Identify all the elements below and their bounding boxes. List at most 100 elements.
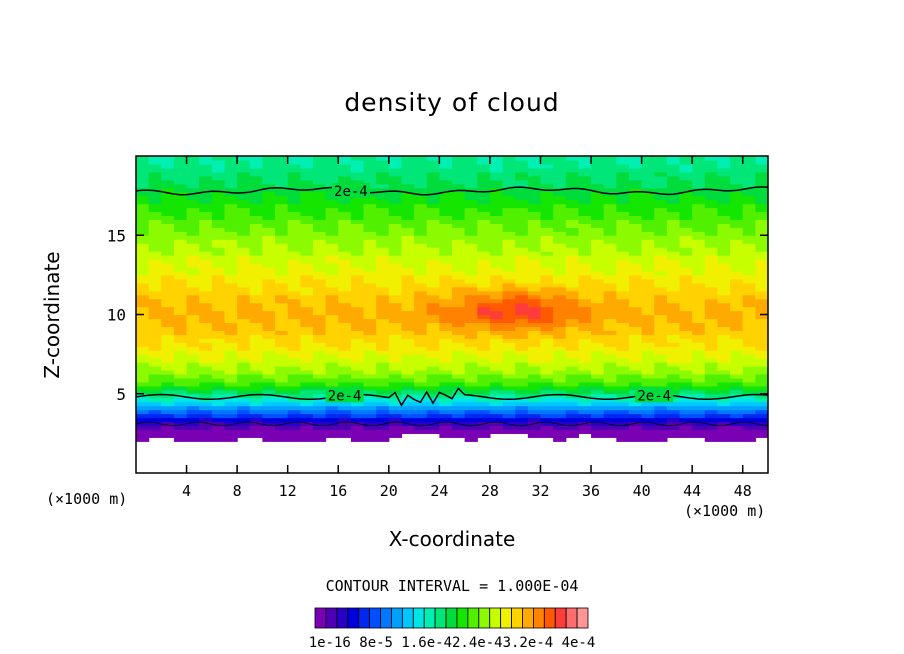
heat-cell — [338, 179, 352, 185]
heat-cell — [452, 405, 466, 411]
heat-cell — [262, 369, 276, 375]
heat-cell — [136, 203, 150, 209]
heat-cell — [540, 330, 554, 335]
heat-cell — [350, 429, 365, 434]
heat-cell — [275, 373, 289, 379]
heat-cell — [186, 219, 200, 224]
heat-cell — [628, 326, 643, 331]
heat-cell — [527, 330, 542, 335]
heat-cell — [287, 314, 301, 320]
heat-cell — [211, 191, 226, 197]
heat-cell — [262, 298, 276, 304]
heat-cell — [452, 294, 466, 300]
heat-cell — [262, 326, 276, 331]
heat-cell — [439, 385, 453, 391]
heat-cell — [237, 239, 251, 244]
heat-cell — [136, 389, 150, 395]
heat-cell — [350, 266, 365, 272]
heat-cell — [325, 429, 339, 434]
heat-cell — [287, 262, 301, 268]
heat-cell — [730, 159, 744, 165]
heat-cell — [312, 163, 327, 169]
heat-cell — [717, 302, 731, 308]
heat-cell — [755, 199, 768, 205]
heat-cell — [148, 314, 162, 320]
heat-cell — [224, 425, 238, 431]
heat-cell — [730, 243, 744, 248]
heat-cell — [704, 211, 719, 217]
heat-cell — [755, 239, 768, 244]
heat-cell — [388, 219, 403, 224]
heat-cell — [489, 203, 504, 209]
heat-cell — [161, 262, 175, 268]
heat-cell — [452, 338, 466, 343]
heat-cell — [186, 235, 200, 240]
heat-cell — [591, 243, 605, 248]
heat-cell — [477, 389, 491, 395]
heat-cell — [401, 270, 415, 276]
heat-cell — [426, 397, 440, 403]
heat-cell — [388, 239, 403, 244]
heat-cell — [527, 326, 542, 331]
heat-cell — [591, 223, 605, 228]
heat-cell — [275, 334, 289, 339]
heat-cell — [578, 243, 592, 248]
heat-cell — [426, 282, 440, 288]
heat-cell — [161, 290, 175, 296]
contour-label-bg — [325, 387, 364, 403]
heat-cell — [186, 366, 200, 371]
heat-cell — [527, 251, 542, 256]
heat-cell — [755, 425, 768, 431]
heat-cell — [654, 350, 668, 355]
heat-cell — [477, 369, 491, 375]
heat-cell — [300, 429, 314, 434]
heat-cell — [275, 286, 289, 292]
heat-cell — [515, 187, 529, 193]
heat-cell — [464, 274, 478, 280]
heat-cell — [477, 377, 491, 383]
heat-cell — [439, 199, 453, 205]
heat-cell — [312, 330, 327, 335]
heat-cell — [249, 215, 263, 220]
heat-cell — [616, 231, 630, 236]
heat-cell — [641, 373, 655, 379]
heat-cell — [186, 314, 200, 320]
heat-cell — [553, 429, 567, 434]
heat-cell — [173, 183, 188, 189]
heat-cell — [730, 366, 744, 371]
heat-cell — [515, 179, 529, 185]
heat-cell — [426, 274, 440, 280]
heat-cell — [553, 179, 567, 185]
heat-cell — [275, 203, 289, 209]
heat-cell — [616, 262, 630, 268]
heat-cell — [148, 425, 162, 431]
heat-cell — [287, 255, 301, 260]
heat-cell — [325, 179, 339, 185]
heat-cell — [641, 243, 655, 248]
heat-cell — [540, 397, 554, 403]
heat-cell — [237, 366, 251, 371]
heat-cell — [287, 433, 301, 438]
heat-cell — [628, 342, 643, 347]
heat-cell — [186, 338, 200, 343]
heat-cell — [312, 259, 327, 264]
heat-cell — [173, 433, 188, 438]
y-axis-label: Z-coordinate — [40, 251, 64, 379]
heat-cell — [211, 175, 226, 181]
heat-cell — [275, 318, 289, 324]
heat-cell — [173, 385, 188, 391]
heat-cell — [704, 203, 719, 209]
heat-cell — [540, 369, 554, 375]
heat-cell — [262, 334, 276, 339]
heat-cell — [515, 314, 529, 320]
heat-cell — [211, 369, 226, 375]
heat-cell — [401, 215, 415, 220]
heat-cell — [603, 223, 617, 228]
heat-cell — [224, 290, 238, 296]
heat-cell — [363, 159, 377, 165]
heat-cell — [224, 330, 238, 335]
heat-cell — [477, 187, 491, 193]
heat-cell — [287, 219, 301, 224]
heat-cell — [628, 362, 643, 367]
heat-cell — [578, 413, 592, 419]
